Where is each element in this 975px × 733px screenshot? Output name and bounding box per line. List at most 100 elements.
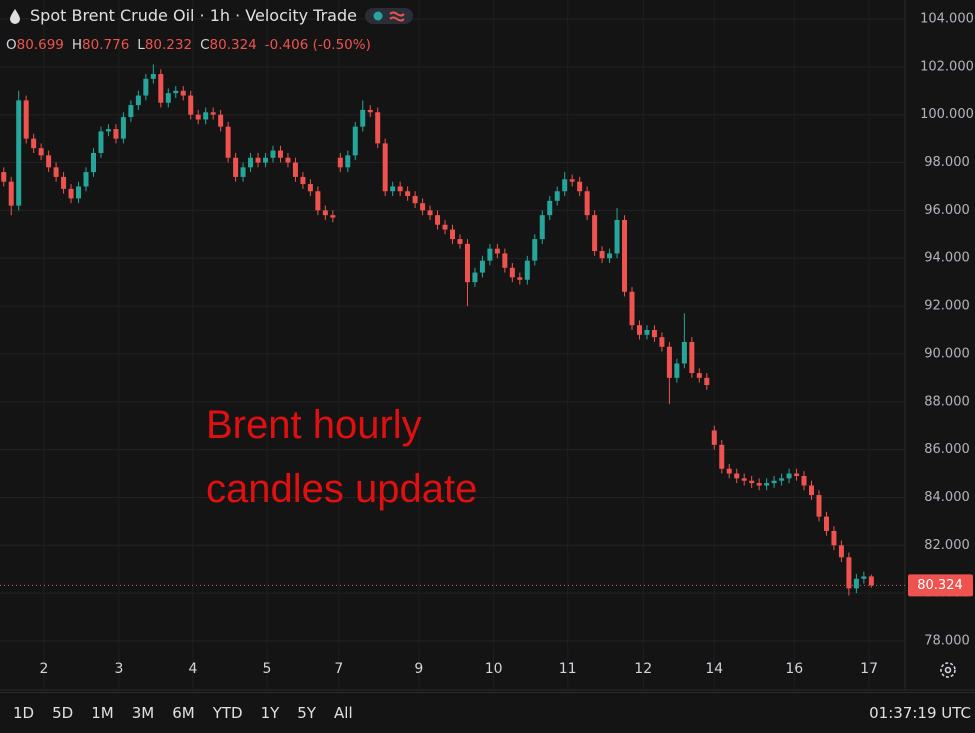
candle-body	[584, 191, 590, 216]
y-tick-label: 90.000	[924, 346, 970, 361]
candle-body	[240, 167, 246, 177]
candle-body	[823, 516, 829, 531]
candle-body	[450, 229, 455, 240]
candle-body	[472, 272, 478, 283]
ohlc-key: O	[6, 37, 17, 53]
candle-body	[255, 157, 261, 163]
ohlc-value: 80.232	[144, 37, 193, 53]
candle-body	[375, 112, 381, 144]
x-tick-label: 2	[40, 661, 49, 677]
y-tick-label: 98.000	[924, 155, 970, 170]
candle-body	[390, 186, 396, 192]
annotation: Brent hourly candles update	[206, 393, 477, 521]
header: Spot Brent Crude Oil · 1h · Velocity Tra…	[8, 6, 413, 25]
candle-body	[405, 191, 411, 197]
range-button[interactable]: YTD	[212, 704, 243, 722]
candle-body	[435, 215, 441, 225]
candle-body	[696, 373, 702, 378]
candle-body	[158, 74, 164, 103]
candle-body	[150, 74, 156, 79]
ohlc-row: O 80.699 H 80.776 L 80.232 C 80.324 -0.406 (…	[6, 37, 379, 53]
candle-body	[352, 126, 358, 156]
candle-body	[629, 291, 635, 326]
settings-icon[interactable]	[940, 662, 956, 678]
candle-body	[509, 267, 515, 278]
range-button[interactable]: 1D	[13, 704, 35, 722]
candle-body	[457, 239, 463, 244]
clock: 01:37:19 UTC	[869, 704, 971, 722]
x-tick-label: 11	[559, 661, 577, 677]
candle-body	[674, 363, 680, 378]
candle-body	[367, 109, 373, 113]
candle-body	[487, 248, 493, 261]
candle-body	[382, 143, 388, 192]
candle-body	[143, 78, 149, 96]
candle-body	[741, 478, 747, 481]
candle-body	[38, 148, 44, 156]
x-tick-label: 4	[189, 661, 198, 677]
candle-body	[128, 105, 134, 118]
range-button[interactable]: 1M	[91, 704, 114, 722]
chart: 78.00080.00082.00084.00086.00088.00090.0…	[0, 0, 975, 691]
change: -0.406 (-0.50%)	[264, 37, 371, 53]
candle-body	[651, 330, 657, 338]
x-tick-label: 5	[263, 661, 272, 677]
range-button[interactable]: All	[334, 704, 353, 722]
candle-body	[90, 152, 96, 173]
candle-body	[592, 215, 598, 252]
candle-body	[554, 191, 560, 201]
range-button[interactable]: 1Y	[260, 704, 280, 722]
candle-body	[816, 495, 822, 517]
candle-body	[681, 341, 687, 364]
candle-body	[420, 203, 426, 211]
candle-body	[756, 483, 762, 486]
x-tick-label: 7	[334, 661, 343, 677]
y-tick-label: 82.000	[924, 538, 970, 553]
annotation-line: candles update	[206, 467, 478, 511]
candle-body	[83, 172, 89, 187]
candle-body	[173, 90, 179, 94]
candle-body	[412, 196, 418, 204]
x-tick-label: 3	[114, 661, 123, 677]
candle-body	[68, 188, 74, 199]
candle-body	[479, 260, 485, 273]
y-tick-label: 86.000	[924, 442, 970, 457]
candle-body	[779, 478, 785, 481]
range-button[interactable]: 3M	[131, 704, 155, 722]
candle-body	[532, 239, 538, 261]
candle-body	[666, 346, 672, 378]
y-tick-label: 88.000	[924, 394, 970, 409]
candle-body	[360, 109, 366, 127]
candle-body	[517, 277, 523, 280]
y-tick-label: 96.000	[924, 203, 970, 218]
candles	[1, 64, 874, 596]
candle-body	[195, 114, 201, 120]
candle-body	[315, 191, 321, 211]
candle-body	[861, 576, 867, 579]
candle-body	[853, 578, 859, 589]
candle-body	[397, 186, 403, 192]
candle-body	[868, 576, 874, 586]
candle-body	[502, 253, 508, 268]
range-button[interactable]: 5Y	[297, 704, 317, 722]
candle-body	[292, 162, 298, 177]
x-tick-label: 17	[860, 661, 878, 677]
candle-body	[263, 157, 269, 163]
range-button[interactable]: 5D	[52, 704, 74, 722]
candle-body	[46, 155, 52, 168]
range-button[interactable]: 6M	[172, 704, 195, 722]
candle-body	[180, 90, 186, 96]
chart-title: Spot Brent Crude Oil · 1h · Velocity Tra…	[30, 6, 357, 25]
candle-body	[300, 176, 306, 185]
ohlc-value: 80.324	[209, 37, 257, 53]
candle-body	[809, 485, 815, 496]
candle-body	[345, 155, 351, 168]
last-price-box	[908, 574, 973, 597]
ohlc-key: H	[71, 37, 83, 53]
x-tick-label: 14	[705, 661, 723, 677]
candle-body	[120, 117, 126, 139]
candle-body	[1, 172, 7, 182]
candle-body	[285, 157, 291, 163]
candle-body	[188, 95, 194, 115]
